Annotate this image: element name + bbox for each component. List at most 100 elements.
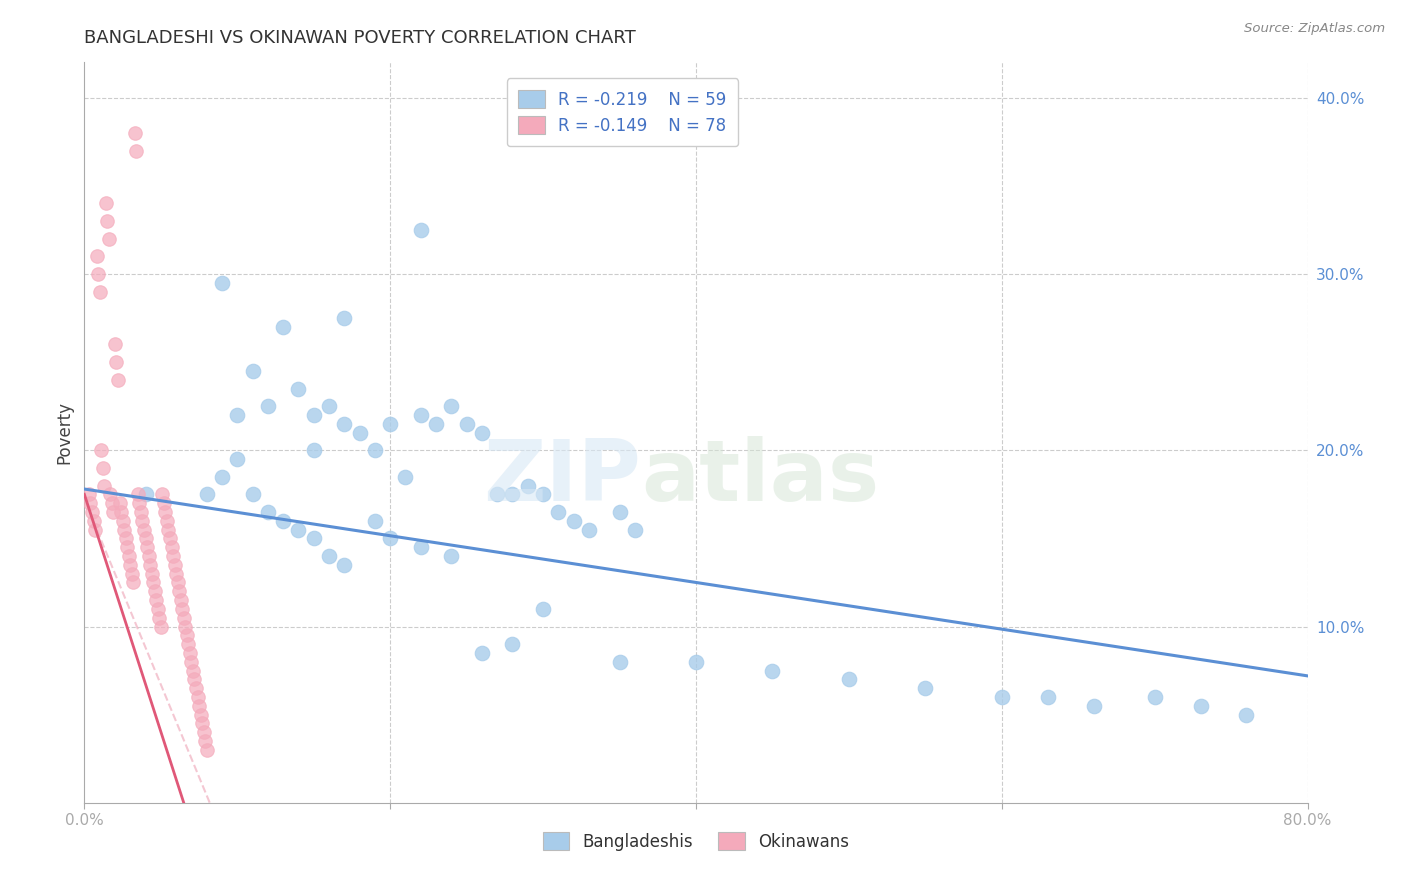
Point xyxy=(333,558,356,572)
Point xyxy=(425,417,447,431)
Point xyxy=(394,469,416,483)
Point xyxy=(516,478,538,492)
Point xyxy=(502,487,524,501)
Point xyxy=(761,664,783,678)
Point xyxy=(226,408,249,422)
Point xyxy=(86,249,108,263)
Point xyxy=(180,655,202,669)
Point xyxy=(188,698,211,713)
Point xyxy=(176,628,198,642)
Point xyxy=(194,734,217,748)
Point xyxy=(145,593,167,607)
Point xyxy=(114,532,136,546)
Point xyxy=(195,743,218,757)
Point xyxy=(257,399,280,413)
Point xyxy=(149,619,172,633)
Point xyxy=(124,126,146,140)
Point xyxy=(302,408,325,422)
Point xyxy=(80,505,103,519)
Point xyxy=(108,496,131,510)
Point xyxy=(159,532,181,546)
Point xyxy=(302,443,325,458)
Point xyxy=(318,399,340,413)
Point xyxy=(914,681,936,696)
Point xyxy=(138,549,160,563)
Point xyxy=(547,505,569,519)
Point xyxy=(83,514,105,528)
Point xyxy=(153,496,176,510)
Legend: Bangladeshis, Okinawans: Bangladeshis, Okinawans xyxy=(536,825,856,857)
Point xyxy=(79,496,101,510)
Point xyxy=(173,610,195,624)
Point xyxy=(172,602,194,616)
Point xyxy=(103,505,125,519)
Point xyxy=(110,505,132,519)
Point xyxy=(184,681,207,696)
Point xyxy=(98,487,121,501)
Point xyxy=(1236,707,1258,722)
Point xyxy=(131,514,153,528)
Point xyxy=(136,540,159,554)
Point xyxy=(991,690,1014,704)
Text: atlas: atlas xyxy=(641,435,879,518)
Point xyxy=(1189,698,1212,713)
Point xyxy=(97,232,120,246)
Point xyxy=(486,487,509,501)
Point xyxy=(115,540,138,554)
Point xyxy=(1143,690,1166,704)
Point xyxy=(531,602,554,616)
Point xyxy=(150,487,173,501)
Point xyxy=(179,646,201,660)
Point xyxy=(93,478,115,492)
Text: ZIP: ZIP xyxy=(484,435,641,518)
Point xyxy=(90,443,112,458)
Point xyxy=(302,532,325,546)
Point xyxy=(84,523,107,537)
Point xyxy=(183,673,205,687)
Point xyxy=(440,549,463,563)
Point xyxy=(125,144,148,158)
Point xyxy=(132,523,155,537)
Point xyxy=(193,725,215,739)
Point xyxy=(287,382,309,396)
Point xyxy=(287,523,309,537)
Point xyxy=(195,487,218,501)
Point xyxy=(409,540,432,554)
Point xyxy=(77,487,100,501)
Point xyxy=(112,523,135,537)
Point xyxy=(409,408,432,422)
Point xyxy=(105,355,128,369)
Point xyxy=(148,610,170,624)
Point xyxy=(624,523,647,537)
Point xyxy=(162,549,184,563)
Point xyxy=(96,214,118,228)
Point xyxy=(257,505,280,519)
Point xyxy=(101,496,124,510)
Point xyxy=(562,514,585,528)
Point xyxy=(685,655,707,669)
Point xyxy=(190,707,212,722)
Text: BANGLADESHI VS OKINAWAN POVERTY CORRELATION CHART: BANGLADESHI VS OKINAWAN POVERTY CORRELAT… xyxy=(84,29,636,47)
Point xyxy=(440,399,463,413)
Point xyxy=(118,549,141,563)
Point xyxy=(211,469,233,483)
Point xyxy=(380,417,402,431)
Point xyxy=(531,487,554,501)
Point xyxy=(141,566,163,581)
Point xyxy=(104,337,127,351)
Point xyxy=(380,532,402,546)
Point xyxy=(143,584,166,599)
Point xyxy=(127,487,149,501)
Point xyxy=(174,619,197,633)
Point xyxy=(163,558,186,572)
Point xyxy=(121,566,143,581)
Point xyxy=(211,276,233,290)
Point xyxy=(226,452,249,467)
Point xyxy=(135,532,157,546)
Point xyxy=(364,514,387,528)
Point xyxy=(471,425,494,440)
Point xyxy=(166,575,188,590)
Point xyxy=(578,523,600,537)
Point xyxy=(111,514,134,528)
Point xyxy=(120,558,142,572)
